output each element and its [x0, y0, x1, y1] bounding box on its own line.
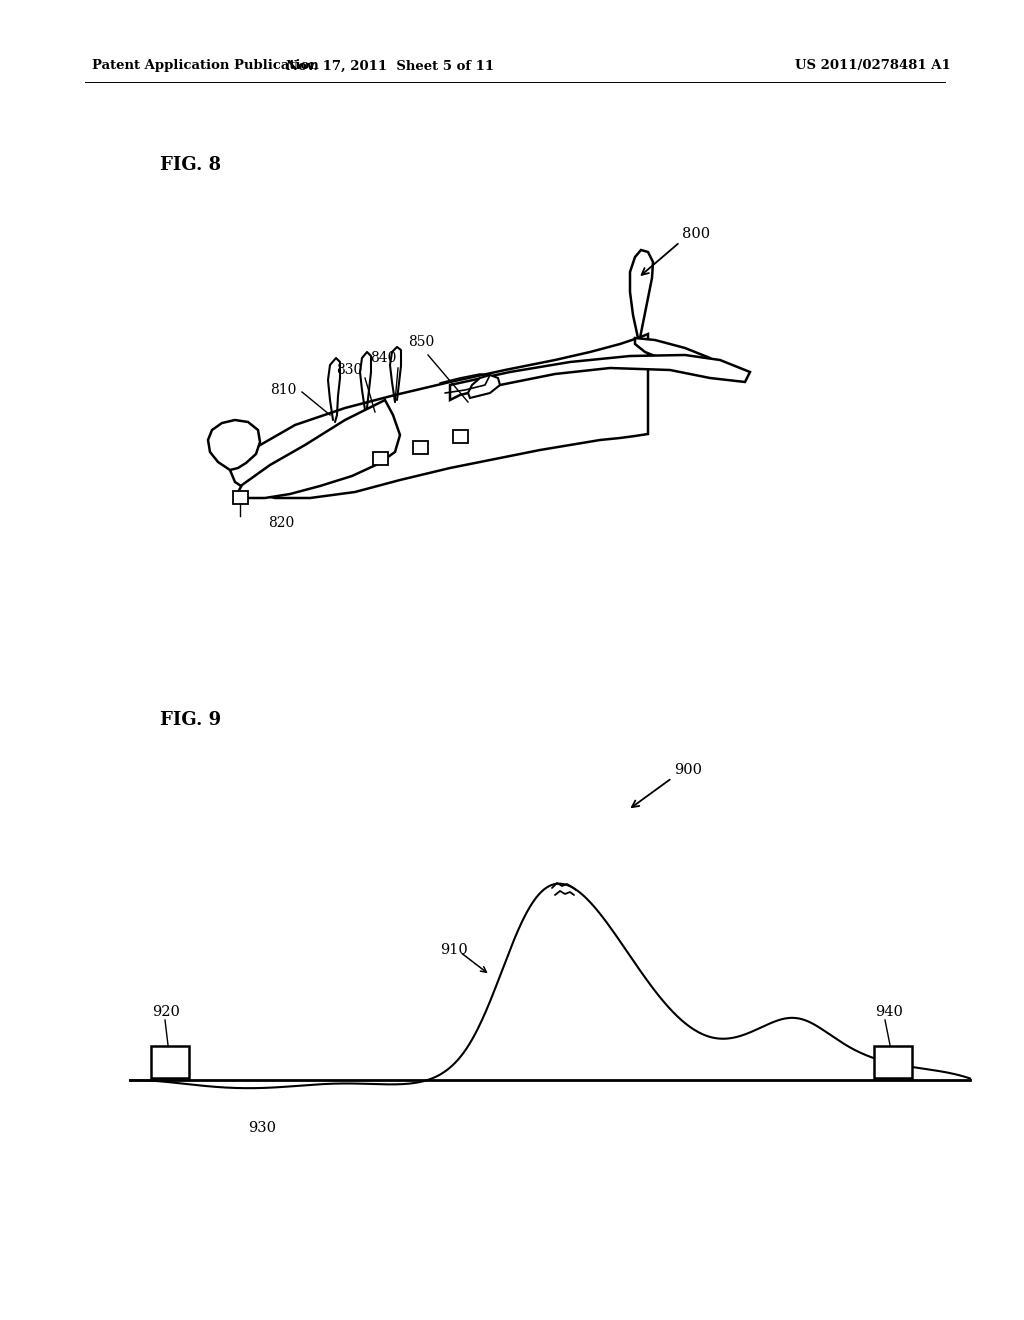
Text: FIG. 8: FIG. 8: [160, 156, 221, 174]
Text: FIG. 9: FIG. 9: [160, 711, 221, 729]
Text: Nov. 17, 2011  Sheet 5 of 11: Nov. 17, 2011 Sheet 5 of 11: [286, 59, 494, 73]
Text: 850: 850: [408, 335, 434, 348]
Text: 910: 910: [440, 942, 468, 957]
Polygon shape: [468, 375, 500, 399]
Text: 930: 930: [248, 1121, 276, 1135]
Polygon shape: [635, 338, 720, 374]
Polygon shape: [630, 249, 653, 338]
Text: 830: 830: [336, 363, 362, 378]
Bar: [232, 491, 248, 503]
Bar: [874, 1045, 912, 1078]
Text: 820: 820: [268, 516, 294, 531]
Bar: [151, 1045, 189, 1078]
Text: 810: 810: [270, 383, 296, 397]
Text: 840: 840: [370, 351, 396, 366]
Polygon shape: [230, 334, 648, 498]
Text: 900: 900: [674, 763, 702, 777]
Polygon shape: [238, 400, 400, 498]
Polygon shape: [208, 420, 260, 470]
Text: US 2011/0278481 A1: US 2011/0278481 A1: [795, 59, 950, 73]
Text: Patent Application Publication: Patent Application Publication: [92, 59, 318, 73]
Text: 920: 920: [152, 1005, 180, 1019]
Bar: [413, 441, 427, 454]
Bar: [453, 429, 468, 442]
Bar: [373, 451, 387, 465]
Polygon shape: [450, 355, 750, 400]
Text: 800: 800: [682, 227, 710, 242]
Text: 940: 940: [874, 1005, 903, 1019]
